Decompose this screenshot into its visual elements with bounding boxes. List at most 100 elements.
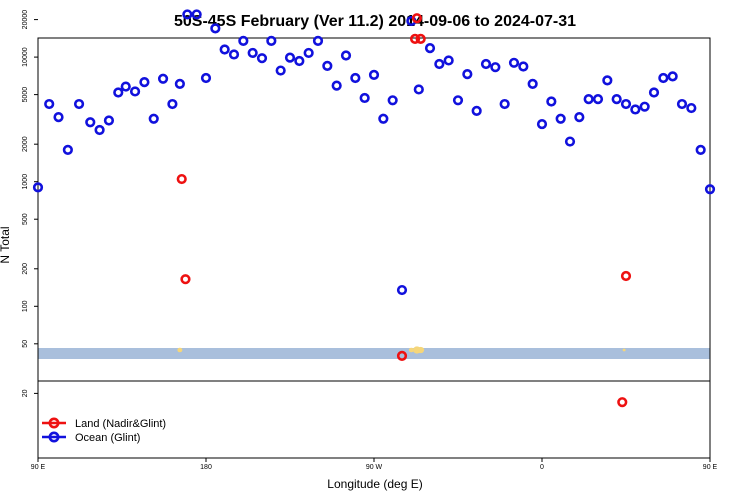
y-tick-label: 500 bbox=[22, 213, 29, 225]
ocean-point bbox=[686, 102, 697, 114]
x-tick-label: 0 bbox=[540, 464, 544, 471]
ocean-point bbox=[103, 115, 115, 126]
ocean-point bbox=[592, 94, 604, 105]
ocean-point bbox=[424, 43, 436, 54]
ocean-point bbox=[527, 78, 538, 89]
y-tick-label: 20 bbox=[22, 389, 29, 397]
ocean-point bbox=[331, 80, 342, 91]
ocean-point bbox=[120, 81, 131, 92]
ocean-point bbox=[62, 144, 73, 155]
land-point bbox=[620, 270, 632, 282]
land-point bbox=[176, 173, 187, 185]
ocean-point bbox=[518, 61, 529, 72]
land-point bbox=[617, 397, 628, 408]
ocean-point bbox=[350, 72, 361, 84]
ocean-point bbox=[387, 95, 398, 106]
x-axis-label: Longitude (deg E) bbox=[327, 477, 422, 491]
ocean-point bbox=[174, 78, 185, 89]
legend-label-land: Land (Nadir&Glint) bbox=[75, 418, 166, 430]
ocean-point bbox=[667, 71, 678, 82]
ocean-point bbox=[238, 35, 249, 46]
x-tick-label: 90 E bbox=[703, 464, 718, 471]
ocean-point bbox=[32, 182, 44, 193]
ocean-point bbox=[312, 35, 324, 46]
ocean-point bbox=[294, 55, 305, 67]
ocean-point bbox=[490, 62, 501, 73]
ocean-point bbox=[620, 98, 632, 110]
ocean-point bbox=[228, 49, 240, 60]
legend-marker-land bbox=[48, 417, 60, 429]
ocean-point bbox=[113, 87, 124, 98]
ocean-point bbox=[256, 53, 268, 64]
ocean-point bbox=[139, 77, 150, 88]
ocean-point bbox=[157, 73, 169, 84]
map-land-blob bbox=[177, 347, 183, 353]
y-tick-label: 2000 bbox=[22, 136, 29, 152]
ocean-point bbox=[443, 55, 454, 66]
land-point bbox=[415, 33, 426, 44]
x-tick-label: 90 E bbox=[31, 464, 46, 471]
ocean-point bbox=[648, 87, 660, 98]
ocean-point bbox=[359, 92, 370, 104]
legend-item-land: Land (Nadir&Glint) bbox=[42, 417, 166, 430]
ocean-point bbox=[611, 94, 622, 105]
ocean-point bbox=[73, 98, 85, 110]
y-tick-label: 20000 bbox=[22, 10, 29, 30]
land-point bbox=[180, 274, 191, 285]
ocean-point bbox=[275, 65, 286, 76]
map-band bbox=[38, 348, 710, 359]
ocean-point bbox=[85, 117, 96, 128]
ocean-point bbox=[94, 124, 105, 136]
y-tick-label: 1000 bbox=[22, 174, 29, 190]
land-point bbox=[396, 350, 408, 361]
y-axis-label: N Total bbox=[0, 226, 12, 263]
x-tick-label: 180 bbox=[200, 464, 212, 471]
y-tick-label: 5000 bbox=[22, 87, 29, 103]
ocean-point bbox=[471, 105, 482, 117]
ocean-point bbox=[695, 144, 706, 155]
ocean-point bbox=[413, 84, 424, 95]
ocean-point bbox=[555, 113, 566, 124]
ocean-point bbox=[480, 58, 492, 70]
ocean-point bbox=[602, 75, 613, 86]
ocean-point bbox=[210, 23, 221, 34]
x-tick-label: 90 W bbox=[366, 464, 383, 471]
y-tick-label: 100 bbox=[22, 300, 29, 312]
chart-title: 50S-45S February (Ver 11.2) 2014-09-06 t… bbox=[174, 13, 576, 30]
ocean-point bbox=[44, 98, 55, 110]
ocean-point bbox=[396, 284, 408, 296]
ocean-point bbox=[536, 118, 548, 130]
ocean-point bbox=[129, 86, 141, 97]
ocean-point bbox=[303, 47, 314, 59]
series-ocean bbox=[32, 9, 716, 296]
ocean-point bbox=[462, 69, 473, 80]
legend-label-ocean: Ocean (Glint) bbox=[75, 432, 140, 444]
ocean-point bbox=[340, 50, 352, 61]
map-land-blob bbox=[417, 346, 425, 354]
ocean-point bbox=[639, 101, 650, 112]
ocean-point bbox=[182, 9, 193, 20]
ocean-point bbox=[368, 69, 380, 80]
series-land bbox=[176, 13, 632, 408]
legend-item-ocean: Ocean (Glint) bbox=[42, 431, 140, 444]
ocean-point bbox=[247, 47, 258, 59]
ocean-point bbox=[53, 111, 64, 123]
ocean-point bbox=[167, 98, 178, 110]
y-tick-label: 10000 bbox=[22, 47, 29, 67]
map-land-blob bbox=[408, 347, 414, 353]
map-land-blob bbox=[622, 348, 626, 352]
ocean-point bbox=[499, 98, 510, 110]
ocean-point bbox=[704, 184, 716, 195]
legend: Land (Nadir&Glint) Ocean (Glint) bbox=[42, 417, 166, 444]
ocean-point bbox=[564, 136, 576, 147]
ocean-point bbox=[676, 98, 688, 110]
ocean-point bbox=[200, 72, 212, 84]
ocean-point bbox=[574, 111, 585, 123]
ocean-point bbox=[434, 58, 445, 70]
ocean-point bbox=[219, 44, 230, 55]
y-tick-label: 200 bbox=[22, 263, 29, 275]
y-tick-label: 50 bbox=[22, 340, 29, 348]
ocean-point bbox=[508, 57, 520, 68]
